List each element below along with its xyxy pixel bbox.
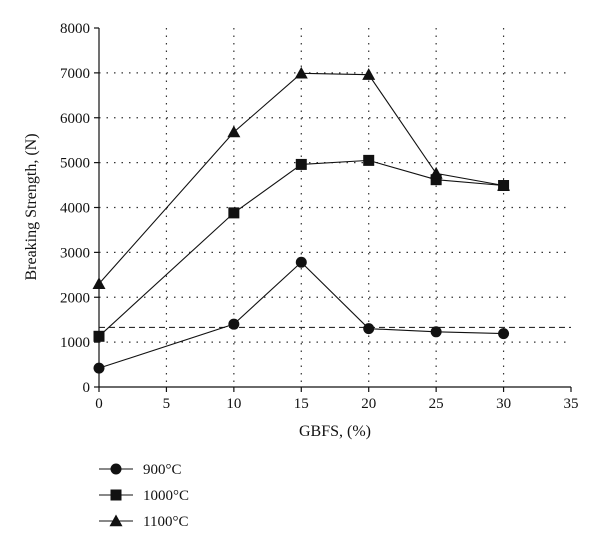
x-tick-label: 15 <box>294 396 309 412</box>
series-line <box>98 159 504 337</box>
data-point <box>228 318 240 330</box>
data-point <box>429 166 443 179</box>
tick-labels: 0 5 10 15 20 25 30 35 0 1000 2000 3000 4000 5000 6000 7… <box>60 21 579 412</box>
data-point <box>363 323 375 335</box>
legend-marker-circle <box>110 463 122 475</box>
x-tick-label: 25 <box>429 396 444 412</box>
axes <box>94 27 572 392</box>
legend-marker-square <box>110 489 122 501</box>
y-tick-label: 2000 <box>60 290 90 306</box>
legend-marker-triangle <box>109 514 123 527</box>
x-tick-label: 35 <box>564 396 579 412</box>
data-point <box>497 179 511 191</box>
data-point <box>295 256 307 268</box>
x-tick-label: 30 <box>496 396 511 412</box>
x-tick-label: 20 <box>361 396 376 412</box>
legend-label: 1000°C <box>143 488 189 504</box>
series-line <box>98 261 504 369</box>
legend: 900°C 1000°C 1100°C <box>99 462 189 530</box>
series-line <box>98 72 504 285</box>
y-tick-label: 7000 <box>60 66 90 82</box>
y-tick-label: 0 <box>83 380 91 396</box>
legend-entry: 900°C <box>99 462 182 478</box>
legend-label: 900°C <box>143 462 182 478</box>
y-tick-label: 6000 <box>60 111 90 127</box>
data-point <box>363 154 375 166</box>
data-point <box>295 158 307 170</box>
series-triangle <box>92 66 511 289</box>
x-axis-label: GBFS, (%) <box>299 423 371 440</box>
data-point <box>294 66 308 79</box>
data-point <box>430 326 442 338</box>
legend-label: 1100°C <box>143 514 188 530</box>
y-tick-label: 5000 <box>60 156 90 172</box>
data-point <box>362 68 376 80</box>
legend-entry: 1100°C <box>99 514 188 530</box>
y-axis-label: Breaking Strength, (N) <box>23 133 40 280</box>
y-tick-label: 3000 <box>60 245 90 261</box>
data-point <box>227 125 241 138</box>
x-tick-label: 0 <box>95 396 103 412</box>
data-point <box>430 174 442 186</box>
data-point <box>228 207 240 219</box>
y-tick-label: 8000 <box>60 21 90 37</box>
legend-entry: 1000°C <box>99 488 189 504</box>
series-circle <box>93 256 510 374</box>
x-tick-label: 10 <box>226 396 241 412</box>
y-tick-label: 4000 <box>60 201 90 217</box>
y-tick-label: 1000 <box>60 335 90 351</box>
data-point <box>498 328 510 340</box>
x-tick-label: 5 <box>163 396 171 412</box>
